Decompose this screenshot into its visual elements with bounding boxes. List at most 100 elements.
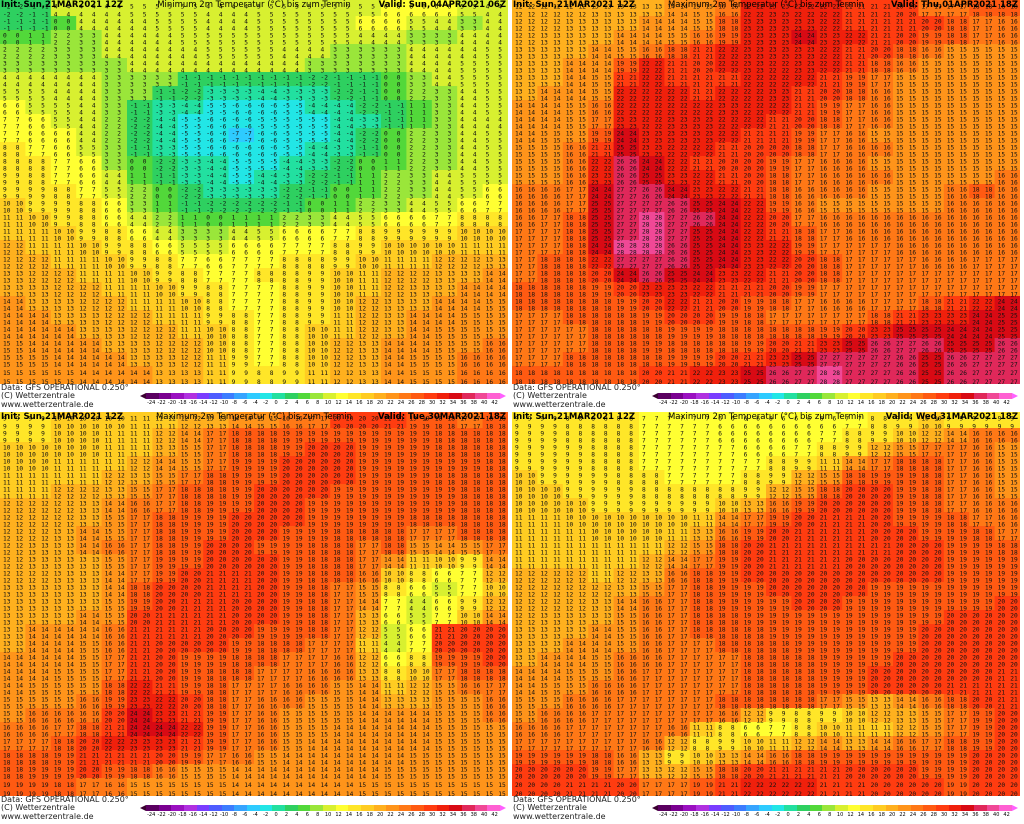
temperature-value: 9	[3, 180, 7, 187]
temperature-value: 0	[54, 26, 58, 33]
temperature-value: 13	[566, 47, 574, 54]
temperature-cell	[228, 282, 255, 297]
temperature-cell	[228, 254, 255, 269]
temperature-value: 23	[680, 292, 688, 299]
temperature-value: 13	[3, 271, 11, 278]
temperature-value: 21	[718, 145, 726, 152]
temperature-value: 17	[985, 264, 993, 271]
temperature-value: 20	[769, 292, 777, 299]
temperature-value: 11	[321, 370, 329, 377]
temperature-value: 14	[16, 299, 24, 306]
temperature-value: 14	[528, 117, 536, 124]
website-link[interactable]: www.wetterzentrale.de	[1, 400, 129, 409]
temperature-value: 4	[105, 180, 109, 187]
temperature-value: 14	[28, 313, 36, 320]
temperature-value: -4	[333, 124, 341, 131]
temperature-cell	[304, 212, 331, 227]
temperature-value: 21	[706, 166, 714, 173]
temperature-value: 11	[28, 229, 36, 236]
temperature-value: 13	[168, 370, 176, 377]
temperature-cell	[279, 100, 306, 115]
temperature-value: -2	[130, 117, 138, 124]
temperature-cell	[0, 142, 26, 157]
temperature-value: 5	[28, 89, 32, 96]
temperature-value: -5	[308, 131, 316, 138]
temperature-value: 0	[397, 89, 401, 96]
temperature-value: 9	[28, 208, 32, 215]
temperature-cell	[152, 226, 179, 241]
temperature-value: 7	[257, 285, 261, 292]
temperature-value: 17	[871, 243, 879, 250]
temperature-cell	[127, 72, 153, 87]
temperature-value: 4	[67, 96, 71, 103]
temperature-value: 23	[782, 26, 790, 33]
temperature-cell	[355, 282, 382, 297]
temperature-value: 15	[871, 159, 879, 166]
temperature-value: 17	[947, 285, 955, 292]
temperature-value: 9	[54, 208, 58, 215]
temperature-value: 11	[117, 292, 125, 299]
temperature-value: 0	[397, 145, 401, 152]
temperature-cell	[482, 156, 508, 171]
temperature-value: 21	[896, 19, 904, 26]
temperature-value: 15	[998, 47, 1006, 54]
temperature-value: 15	[448, 327, 456, 334]
temperature-value: 17	[858, 243, 866, 250]
temperature-value: 5	[206, 250, 210, 257]
temperature-value: 8	[308, 264, 312, 271]
temperature-cell	[381, 142, 407, 157]
temperature-value: 13	[422, 292, 430, 299]
temperature-value: 15	[947, 89, 955, 96]
temperature-value: 24	[731, 215, 739, 222]
temperature-value: 21	[680, 75, 688, 82]
temperature-value: 15	[909, 124, 917, 131]
temperature-value: 5	[333, 11, 337, 18]
temperature-value: 8	[473, 222, 477, 229]
temperature-value: 23	[706, 124, 714, 131]
temperature-value: -6	[206, 138, 214, 145]
temperature-value: 19	[617, 68, 625, 75]
temperature-value: 6	[295, 236, 299, 243]
temperature-value: 22	[706, 103, 714, 110]
temperature-value: 4	[92, 117, 96, 124]
temperature-cell	[406, 324, 433, 339]
temperature-value: 8	[41, 180, 45, 187]
temperature-value: 27	[617, 229, 625, 236]
temperature-value: 4	[460, 159, 464, 166]
temperature-cell	[330, 352, 357, 367]
temperature-cell	[482, 0, 508, 17]
temperature-value: -5	[232, 166, 240, 173]
temperature-value: 15	[604, 75, 612, 82]
temperature-value: 11	[16, 215, 24, 222]
temperature-value: 17	[794, 166, 802, 173]
temperature-value: 16	[921, 222, 929, 229]
temperature-value: 3	[92, 33, 96, 40]
temperature-value: 18	[566, 292, 574, 299]
temperature-value: 16	[947, 222, 955, 229]
temperature-map[interactable]: 12 12 12 12 12 12 13 13 13 13 13 13 14 14 15 15 16 16 22 22…	[512, 0, 1020, 384]
temperature-value: -6	[270, 103, 278, 110]
temperature-map[interactable]: -2 -2 -1 -1 4 4 4 4 4 4 5 5 5 5 5 5 4 4 4 4 5 5 5 5 5 5 5 5 5 5 6 6 6 6 6 6…	[0, 0, 508, 384]
temperature-cell	[381, 310, 407, 325]
temperature-value: 6	[54, 138, 58, 145]
temperature-value: 22	[617, 89, 625, 96]
temperature-value: 27	[629, 208, 637, 215]
temperature-value: 4	[168, 229, 172, 236]
temperature-value: 2	[397, 194, 401, 201]
temperature-value: 15	[909, 110, 917, 117]
temperature-value: 10	[206, 334, 214, 341]
temperature-cell	[355, 212, 382, 227]
temperature-value: 5	[346, 40, 350, 47]
temperature-value: 7	[232, 257, 236, 264]
temperature-value: 28	[655, 250, 663, 257]
temperature-value: -4	[321, 145, 329, 152]
temperature-value: 21	[782, 229, 790, 236]
temperature-value: 23	[718, 278, 726, 285]
temperature-value: 24	[718, 222, 726, 229]
temperature-value: 4	[460, 89, 464, 96]
temperature-value: 24	[693, 278, 701, 285]
temperature-value: 17	[858, 264, 866, 271]
temperature-value: -2	[359, 103, 367, 110]
temperature-value: 4	[105, 54, 109, 61]
temperature-value: 6	[409, 11, 413, 18]
